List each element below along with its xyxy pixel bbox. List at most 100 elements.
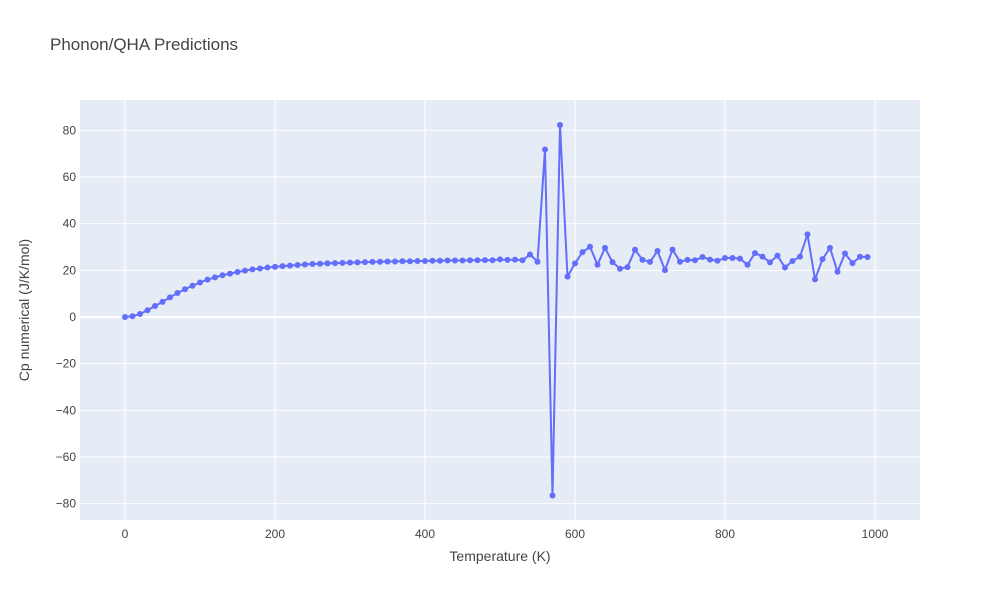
data-point[interactable]: [602, 244, 608, 251]
data-point[interactable]: [819, 256, 826, 263]
data-point[interactable]: [137, 310, 143, 317]
data-point[interactable]: [699, 254, 706, 261]
data-point[interactable]: [722, 254, 728, 261]
data-point[interactable]: [302, 261, 308, 268]
data-point[interactable]: [534, 258, 541, 265]
data-point[interactable]: [167, 294, 173, 301]
data-point[interactable]: [789, 258, 796, 264]
data-point[interactable]: [144, 307, 151, 314]
data-point[interactable]: [317, 260, 323, 267]
data-point[interactable]: [714, 257, 721, 264]
data-point[interactable]: [482, 257, 488, 264]
data-point[interactable]: [422, 258, 428, 264]
data-point[interactable]: [182, 286, 188, 293]
data-point[interactable]: [324, 260, 331, 267]
data-point[interactable]: [812, 276, 818, 283]
data-point[interactable]: [579, 249, 586, 256]
data-point[interactable]: [429, 257, 436, 264]
data-point[interactable]: [129, 313, 136, 320]
data-point[interactable]: [474, 257, 481, 264]
data-point[interactable]: [414, 258, 421, 264]
data-point[interactable]: [587, 243, 593, 250]
data-point[interactable]: [857, 253, 863, 260]
data-point[interactable]: [564, 273, 571, 280]
data-point[interactable]: [219, 272, 226, 279]
data-point[interactable]: [309, 261, 316, 268]
data-point[interactable]: [609, 259, 616, 266]
data-point[interactable]: [707, 256, 713, 263]
data-point[interactable]: [572, 260, 578, 267]
data-point[interactable]: [249, 266, 256, 273]
data-point[interactable]: [197, 279, 203, 286]
data-point[interactable]: [459, 257, 466, 264]
data-point[interactable]: [189, 282, 196, 289]
data-point[interactable]: [692, 257, 698, 264]
data-point[interactable]: [669, 246, 676, 253]
data-point[interactable]: [519, 257, 526, 264]
data-point[interactable]: [339, 259, 346, 266]
data-point[interactable]: [174, 289, 181, 296]
data-point[interactable]: [737, 255, 743, 262]
data-point[interactable]: [767, 259, 773, 266]
data-point[interactable]: [624, 264, 631, 271]
data-point[interactable]: [617, 265, 623, 272]
data-point[interactable]: [557, 121, 563, 128]
data-point[interactable]: [662, 267, 668, 274]
data-point[interactable]: [677, 258, 683, 265]
data-point[interactable]: [362, 259, 368, 266]
data-point[interactable]: [684, 256, 691, 263]
data-point[interactable]: [122, 314, 128, 320]
data-point[interactable]: [654, 247, 661, 254]
data-point[interactable]: [377, 258, 383, 265]
data-point[interactable]: [152, 303, 158, 310]
data-point[interactable]: [347, 259, 353, 266]
data-point[interactable]: [287, 262, 293, 269]
data-point[interactable]: [399, 258, 406, 265]
data-point[interactable]: [842, 250, 848, 257]
data-point[interactable]: [774, 252, 781, 259]
data-point[interactable]: [159, 298, 166, 305]
data-point[interactable]: [264, 264, 271, 271]
data-point[interactable]: [639, 256, 646, 263]
data-point[interactable]: [834, 268, 841, 275]
data-point[interactable]: [744, 261, 751, 268]
data-point[interactable]: [489, 257, 496, 264]
data-point[interactable]: [504, 256, 511, 263]
data-point[interactable]: [782, 264, 788, 271]
data-point[interactable]: [864, 254, 871, 261]
data-point[interactable]: [384, 258, 391, 265]
data-point[interactable]: [272, 263, 278, 270]
data-point[interactable]: [407, 258, 413, 265]
data-point[interactable]: [542, 146, 548, 153]
data-point[interactable]: [527, 251, 533, 258]
data-point[interactable]: [752, 250, 758, 257]
data-point[interactable]: [332, 260, 338, 267]
data-point[interactable]: [204, 276, 211, 283]
data-point[interactable]: [257, 265, 263, 272]
data-point[interactable]: [279, 263, 286, 270]
data-point[interactable]: [804, 231, 811, 238]
data-point[interactable]: [294, 261, 301, 268]
data-point[interactable]: [392, 258, 398, 265]
data-point[interactable]: [234, 268, 241, 275]
data-point[interactable]: [227, 270, 233, 277]
data-point[interactable]: [647, 258, 653, 265]
data-point[interactable]: [242, 267, 248, 274]
data-point[interactable]: [827, 244, 833, 251]
data-point[interactable]: [212, 274, 218, 281]
data-point[interactable]: [444, 257, 451, 264]
data-point[interactable]: [369, 258, 376, 265]
data-point[interactable]: [797, 253, 803, 260]
data-point[interactable]: [512, 256, 518, 263]
data-point[interactable]: [729, 254, 736, 261]
data-point[interactable]: [497, 256, 503, 263]
data-point[interactable]: [594, 261, 601, 268]
data-point[interactable]: [759, 253, 766, 260]
data-point[interactable]: [467, 257, 473, 264]
data-point[interactable]: [632, 246, 638, 253]
data-point[interactable]: [354, 259, 361, 266]
data-point[interactable]: [452, 257, 458, 264]
data-point[interactable]: [549, 492, 556, 499]
data-point[interactable]: [849, 260, 856, 267]
data-point[interactable]: [437, 257, 443, 264]
